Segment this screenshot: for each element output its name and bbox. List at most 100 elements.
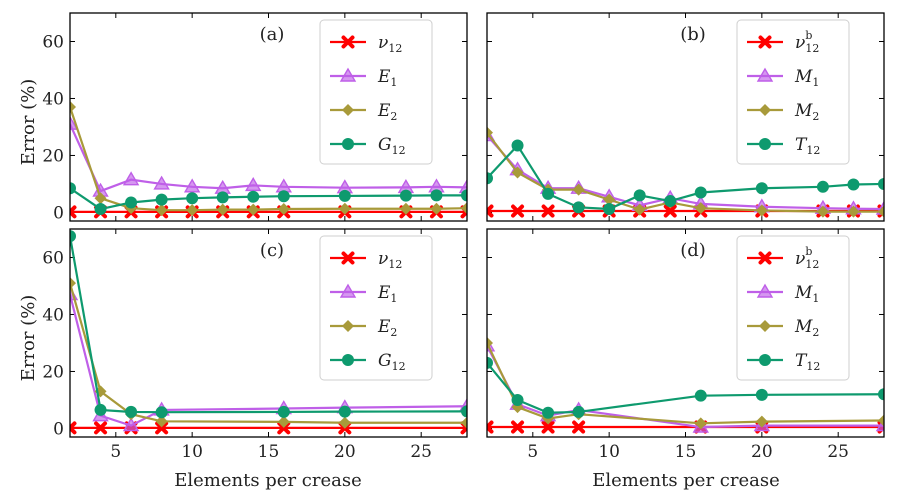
y-tick-label: 20	[42, 362, 64, 382]
legend-entry-sub: 12	[805, 42, 819, 55]
legend-entry: νb 12	[795, 245, 819, 271]
x-tick-label: 5	[527, 442, 538, 462]
legend-entry: E2	[377, 317, 397, 339]
panel-label: (c)	[260, 240, 284, 261]
legend-entry-base: ν	[795, 33, 805, 53]
legend-marker	[339, 67, 357, 82]
legend-entry: E2	[377, 101, 397, 123]
data-point-G12	[338, 189, 351, 202]
data-point-G12	[70, 182, 76, 195]
legend-entry: G12	[378, 135, 406, 157]
data-point-T12	[847, 178, 860, 191]
legend-entry-sub: 12	[388, 42, 402, 55]
data-point-ν12-stroke-b	[70, 205, 77, 215]
data-point-G12	[338, 405, 351, 418]
axes-frame	[486, 228, 885, 438]
data-point-M2	[755, 415, 768, 428]
legend-marker-stroke-b	[341, 251, 355, 265]
legend-entry-base: M	[794, 317, 813, 337]
x-tick-label: 10	[181, 442, 203, 462]
data-point-M2	[816, 205, 829, 218]
legend-entry: T12	[795, 135, 820, 157]
legend-entry: νb 12	[795, 29, 819, 55]
data-point-M2	[847, 205, 860, 218]
axes-frame	[69, 12, 468, 222]
data-point-G12	[461, 405, 467, 418]
axes-frame	[69, 228, 468, 438]
data-point-G12	[277, 190, 290, 203]
data-point-E2	[216, 203, 229, 216]
legend-marker	[341, 35, 355, 49]
legend-marker	[341, 251, 355, 265]
legend-marker	[759, 320, 771, 332]
data-point-T12	[816, 180, 829, 193]
legend-entry: M2	[794, 101, 819, 123]
legend-entry: E1	[377, 283, 397, 305]
data-point-ν12b	[541, 420, 555, 434]
data-point-G12	[155, 193, 168, 206]
data-point-ν12b-stroke-b	[511, 420, 525, 434]
legend-marker	[759, 354, 771, 366]
data-point-E1	[122, 417, 140, 432]
data-point-ν12	[70, 205, 77, 219]
data-point-G12	[155, 406, 168, 419]
legend-box	[736, 19, 850, 165]
legend-entry-base: E	[377, 101, 391, 121]
data-point-E1	[183, 178, 201, 193]
axes-frame	[486, 12, 885, 222]
data-point-ν12-stroke-b	[155, 421, 169, 435]
y-tick-label: 40	[42, 305, 64, 325]
data-point-ν12b	[541, 204, 555, 218]
data-point-G12	[461, 189, 467, 202]
data-point-ν12-stroke-b	[70, 421, 77, 431]
legend-entry-sub: 1	[812, 292, 819, 305]
legend-entry-sub: 12	[392, 360, 406, 373]
data-point-ν12b-stroke-b	[541, 420, 555, 434]
data-point-M2	[878, 414, 884, 427]
data-point-G12	[430, 189, 443, 202]
data-point-ν12b-stroke-b	[663, 204, 677, 218]
data-point-T12	[511, 393, 524, 406]
data-point-E2	[70, 277, 76, 290]
x-tick-label: 15	[675, 442, 697, 462]
data-point-T12	[664, 195, 677, 208]
data-point-T12	[694, 186, 707, 199]
data-point-ν12-stroke-b	[460, 209, 467, 219]
legend-entry-base: ν	[378, 33, 388, 53]
data-point-M2	[487, 336, 493, 349]
legend-entry-base: E	[377, 67, 391, 87]
data-point-M2	[633, 203, 646, 216]
data-point-ν12b	[487, 420, 494, 434]
legend-marker	[342, 320, 354, 332]
x-tick-label: 20	[751, 442, 773, 462]
legend-entry-base: T	[795, 351, 808, 371]
data-point-G12	[186, 192, 199, 205]
data-point-E2	[461, 202, 467, 215]
data-point-G12	[125, 405, 138, 418]
data-point-T12	[542, 187, 555, 200]
plot-area	[70, 230, 467, 435]
legend-entry: E1	[377, 67, 397, 89]
data-point-G12	[94, 403, 107, 416]
x-axis-label-left: Elements per crease	[174, 470, 362, 491]
legend-entry-sub: 12	[392, 144, 406, 157]
data-point-G12	[247, 190, 260, 203]
data-point-ν12-stroke-a	[70, 209, 77, 219]
legend-entry-sub: 1	[390, 76, 397, 89]
data-point-ν12b	[511, 420, 525, 434]
legend-marker	[342, 354, 354, 366]
data-point-ν12b	[663, 204, 677, 218]
data-point-E2	[277, 415, 290, 428]
x-tick-label: 25	[827, 442, 849, 462]
legend-entry-sub: 2	[812, 326, 819, 339]
data-point-G12	[94, 203, 107, 216]
legend-marker	[758, 251, 772, 265]
data-point-ν12-stroke-b	[94, 421, 108, 435]
legend-entry-sup: b	[805, 29, 812, 42]
y-tick-label: 20	[42, 146, 64, 166]
data-point-T12	[511, 139, 524, 152]
